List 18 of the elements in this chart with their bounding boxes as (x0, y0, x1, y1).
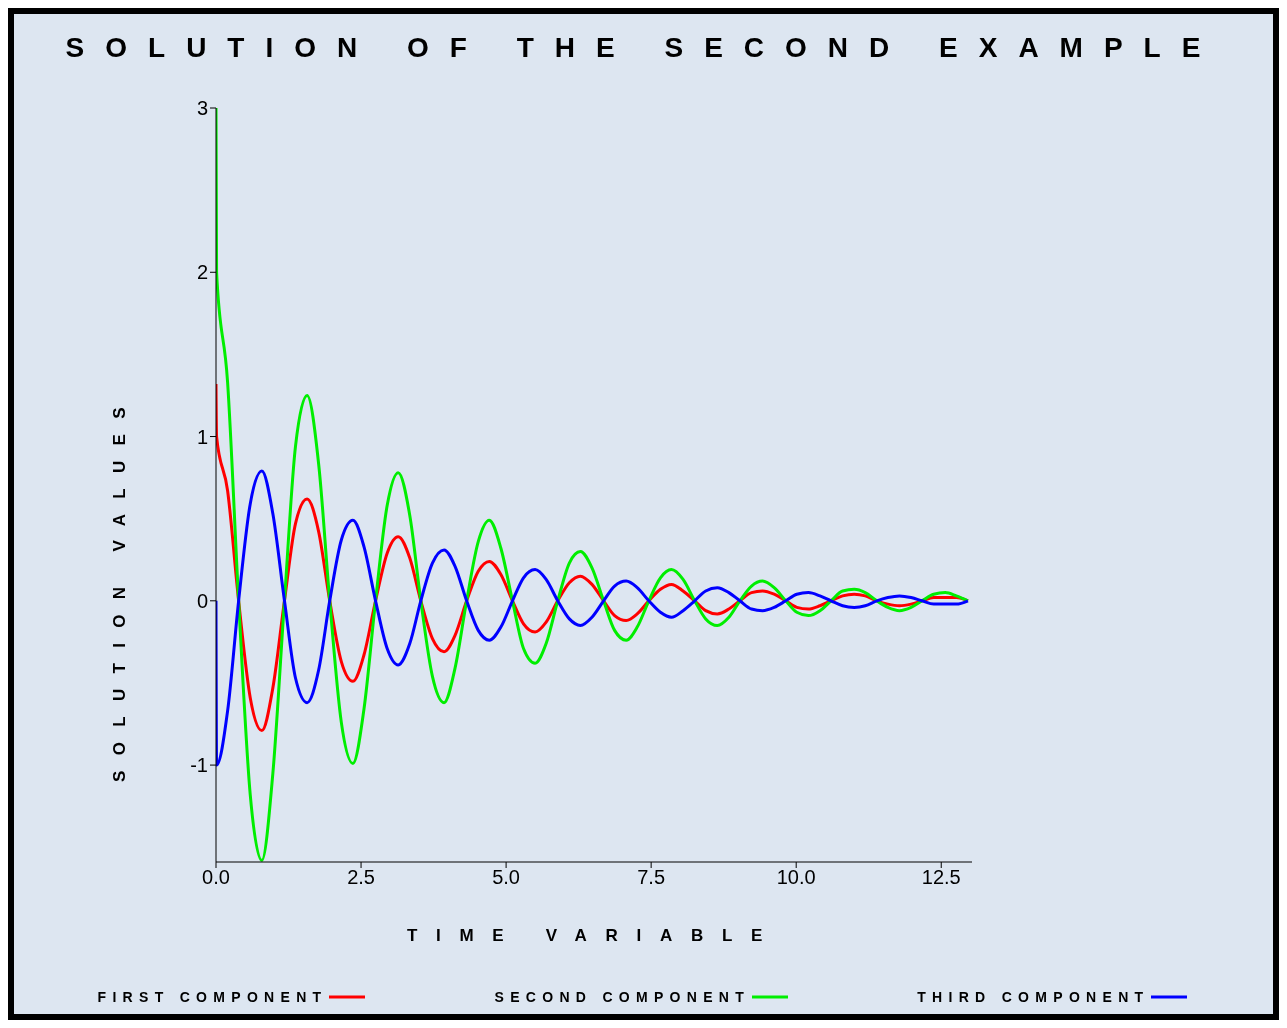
y-tick-label: -1 (190, 754, 208, 777)
legend-label: FIRST COMPONENT (97, 989, 328, 1005)
x-tick-label: 7.5 (637, 866, 666, 889)
x-tick-label: 5.0 (492, 866, 521, 889)
line-series (216, 469, 970, 767)
x-tick-label: 12.5 (921, 866, 961, 889)
x-tick-label: 10.0 (776, 866, 816, 889)
chart-title: SOLUTION OF THE SECOND EXAMPLE (64, 32, 1223, 64)
x-tick-label: 2.5 (347, 866, 375, 889)
legend-label: SECOND COMPONENT (494, 989, 751, 1005)
y-tick-label: 0 (196, 589, 208, 612)
y-tick-label: 2 (196, 261, 208, 284)
y-axis-title: SOLUTION VALUES (110, 391, 130, 784)
x-tick-label: 0.0 (202, 866, 230, 889)
legend-label: THIRD COMPONENT (917, 989, 1150, 1005)
y-tick-label: 3 (196, 97, 208, 120)
x-axis-title: TIME VARIABLE (405, 926, 783, 946)
y-tick-label: 1 (196, 425, 208, 448)
